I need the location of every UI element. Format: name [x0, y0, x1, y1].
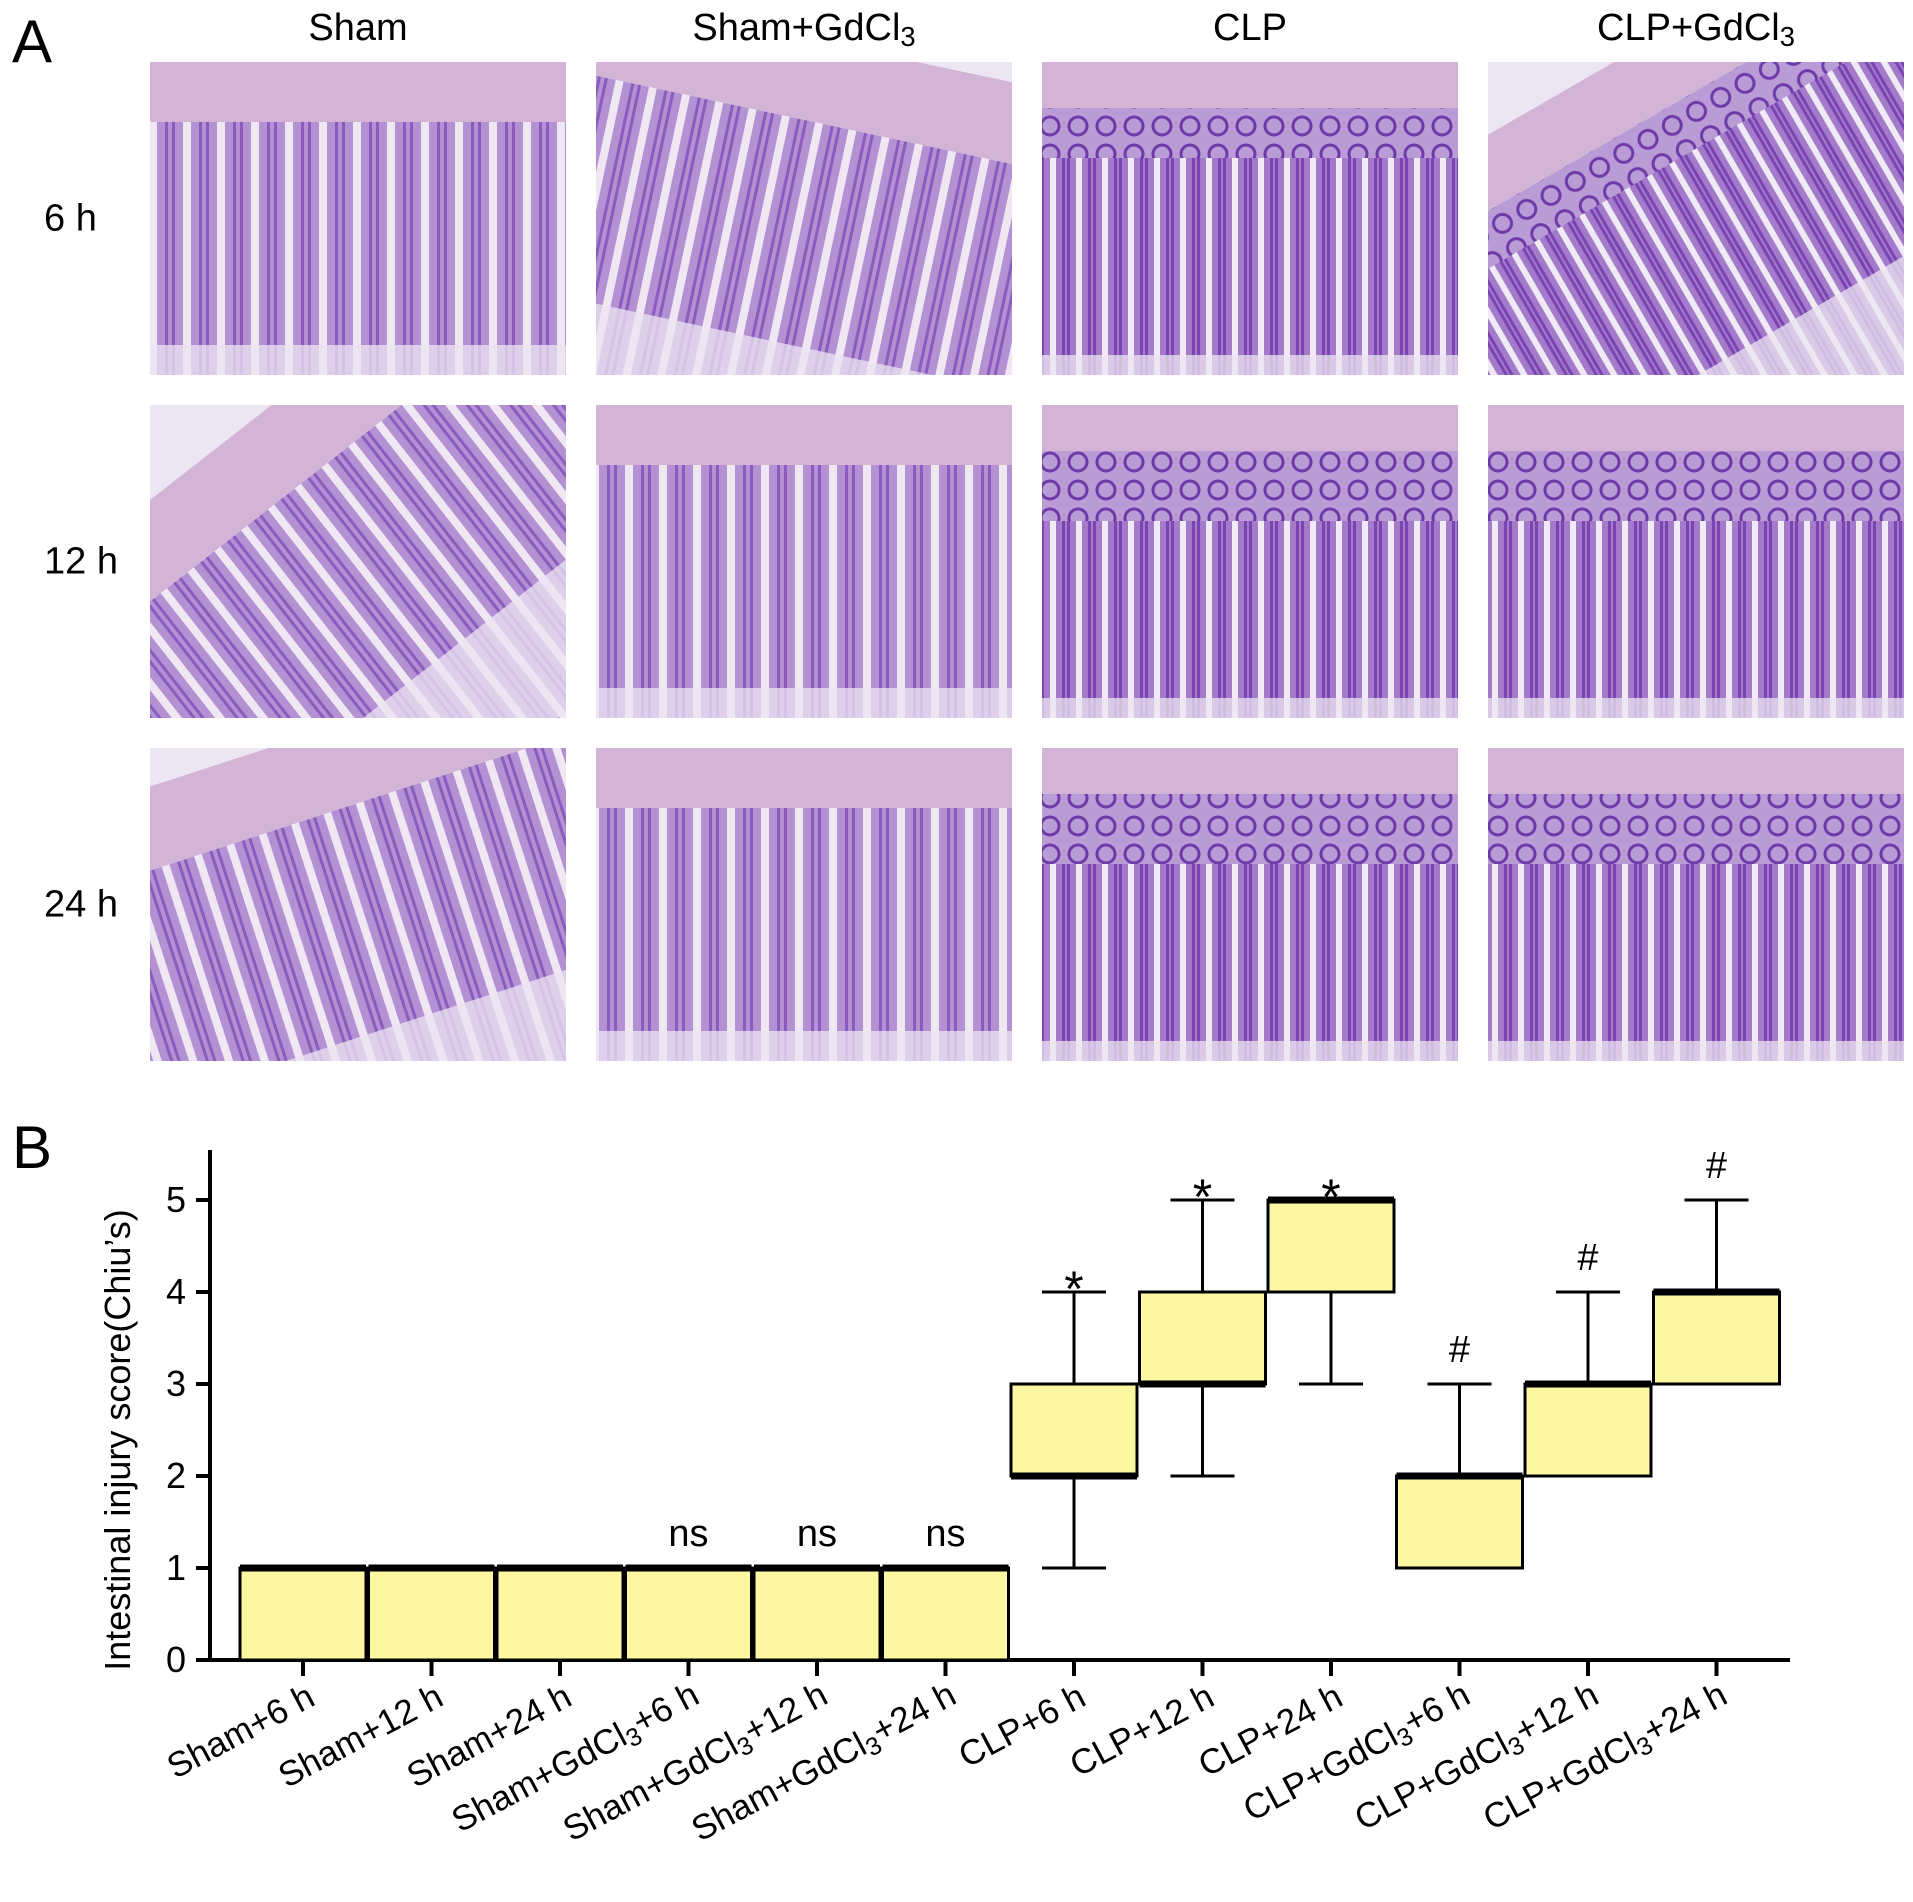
significance-annotation: ns	[925, 1513, 965, 1555]
column-label-3: CLP	[1213, 7, 1287, 49]
column-label-1: Sham	[308, 7, 407, 49]
box-rect	[1652, 1290, 1781, 1386]
box-rect	[1395, 1474, 1524, 1570]
x-category-label: CLP+12 h	[1064, 1677, 1221, 1785]
column-label-4-text: CLP+GdCl	[1597, 7, 1780, 49]
row-label-1: 6 h	[44, 198, 97, 240]
micrograph-grid	[150, 62, 1904, 1061]
micrograph-tile	[1488, 748, 1904, 1061]
box-rect	[1138, 1290, 1267, 1386]
x-category-label-suffix: +12 h	[1508, 1675, 1605, 1751]
column-label-2: Sham+GdCl3	[692, 7, 915, 52]
column-labels: Sham Sham+GdCl3 CLP CLP+GdCl3	[308, 7, 1795, 52]
y-axis-label: Intestinal injury score(Chiu’s)	[97, 1209, 138, 1671]
column-label-4-subscript: 3	[1780, 21, 1795, 52]
micrograph-tile	[1042, 62, 1458, 375]
significance-annotation: #	[1706, 1145, 1727, 1187]
column-label-3-text: CLP	[1213, 7, 1287, 49]
box-rect	[367, 1566, 496, 1662]
significance-annotation: #	[1449, 1329, 1470, 1371]
y-tick-label: 1	[166, 1547, 186, 1588]
significance-annotation: #	[1577, 1237, 1598, 1279]
micrograph-tile	[596, 748, 1012, 1061]
y-tick-label: 3	[166, 1363, 186, 1404]
micrograph-tile	[596, 405, 1012, 718]
panel-a: A Sham Sham+GdCl3 CLP CLP+GdCl3 6 h12 h24 h	[12, 7, 1904, 1061]
micrograph-tile	[150, 62, 566, 375]
column-label-2-text: Sham+GdCl	[692, 7, 900, 49]
box-rect	[881, 1566, 1010, 1662]
row-label-2: 12 h	[44, 541, 118, 583]
panel-a-letter: A	[12, 8, 52, 75]
significance-annotation: *	[1064, 1261, 1083, 1317]
micrograph-tile	[1042, 405, 1458, 718]
y-tick-label: 4	[166, 1271, 186, 1312]
micrograph-tile	[1488, 405, 1904, 718]
column-label-4: CLP+GdCl3	[1597, 7, 1795, 52]
x-category-label-suffix: +6 h	[1397, 1675, 1476, 1742]
box-rect	[1523, 1382, 1653, 1478]
box-rect	[495, 1566, 625, 1662]
y-tick-label: 0	[166, 1639, 186, 1680]
x-category-label-suffix: +6 h	[626, 1675, 705, 1742]
micrograph-tile	[1042, 748, 1458, 1061]
x-category-label-suffix: +12 h	[737, 1675, 834, 1751]
column-label-2-subscript: 3	[900, 21, 915, 52]
significance-annotation: *	[1193, 1169, 1212, 1225]
x-category-label-suffix: +24 h	[866, 1675, 963, 1751]
box-rect	[1009, 1382, 1139, 1478]
x-category-label-suffix: +24 h	[1637, 1675, 1734, 1751]
box-rect	[624, 1566, 753, 1662]
micrograph-tile	[596, 62, 1012, 375]
y-tick-label: 2	[166, 1455, 186, 1496]
x-category-label-text: CLP+12 h	[1064, 1677, 1221, 1785]
y-tick-label: 5	[166, 1179, 186, 1220]
micrograph-tile	[1488, 62, 1904, 375]
box-rect	[238, 1566, 368, 1662]
box-7: *CLP+6 h	[952, 1261, 1139, 1775]
row-label-3: 24 h	[44, 884, 118, 926]
box-rect	[752, 1566, 882, 1662]
significance-annotation: ns	[668, 1513, 708, 1555]
micrograph-tile	[150, 748, 566, 1061]
micrograph-tile	[150, 405, 566, 718]
panel-b-letter: B	[12, 1114, 52, 1181]
row-labels: 6 h 12 h 24 h	[44, 198, 118, 926]
significance-annotation: ns	[797, 1513, 837, 1555]
significance-annotation: *	[1321, 1169, 1340, 1225]
column-label-1-text: Sham	[308, 7, 407, 49]
